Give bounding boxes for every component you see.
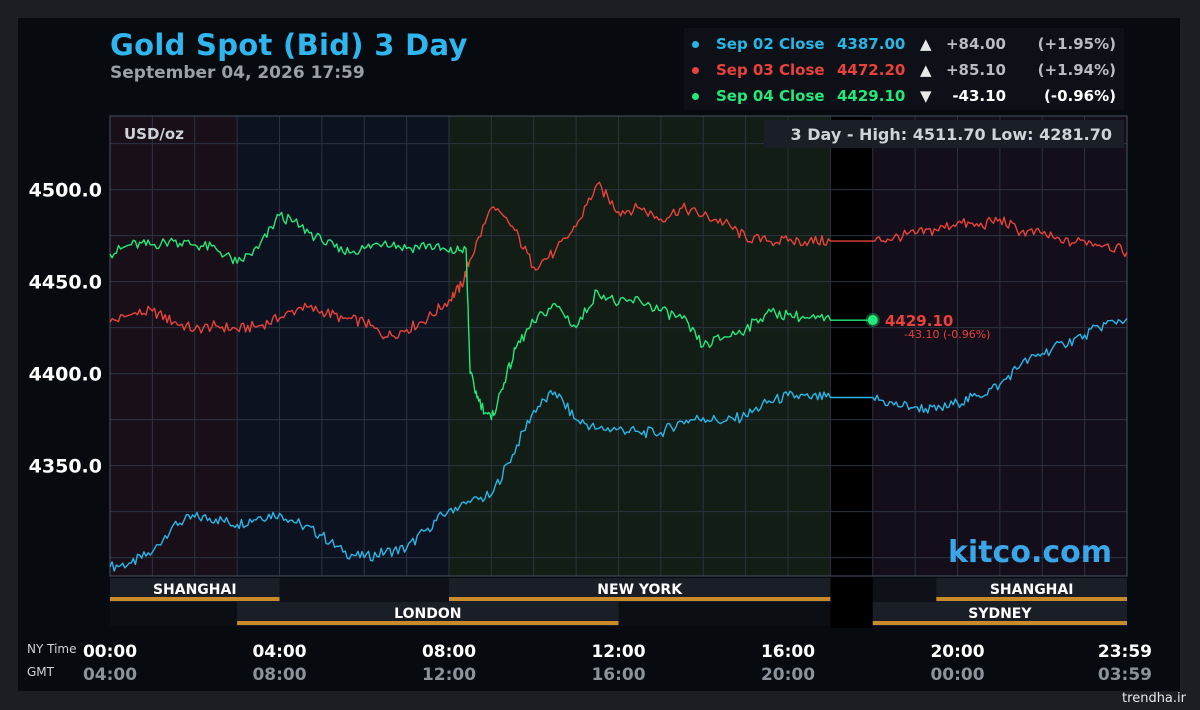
legend-change: -43.10 (952, 87, 1006, 105)
x-tick-ny: 20:00 (930, 642, 984, 662)
x-tick-gmt: 03:59 (1098, 665, 1152, 685)
session-row1-label: NEW YORK (597, 582, 683, 598)
x-tick-gmt: 12:00 (422, 665, 476, 685)
session-row1-label: SHANGHAI (990, 582, 1074, 598)
chart-subtitle: September 04, 2026 17:59 (110, 63, 365, 83)
x-tick-gmt: 16:00 (591, 665, 645, 685)
x-tick-ny: 04:00 (252, 642, 306, 662)
legend-percent: (+1.95%) (1037, 35, 1116, 53)
legend-row: Sep 02 Close 4387.00 ▲ +84.00 (+1.95%) (684, 32, 1124, 56)
legend-row: Sep 04 Close 4429.10 ▼ -43.10 (-0.96%) (684, 84, 1124, 108)
legend-percent: (-0.96%) (1044, 87, 1116, 105)
legend-series-name: Sep 03 Close (716, 61, 825, 79)
marker-value: 4429.10 (885, 312, 953, 330)
legend-close-value: 4387.00 (837, 35, 906, 53)
unit-label: USD/oz (124, 125, 184, 143)
legend-percent: (+1.94%) (1037, 61, 1116, 79)
chart-title: Gold Spot (Bid) 3 Day (110, 28, 468, 62)
x-tick-gmt: 20:00 (761, 665, 815, 685)
series-line-1 (109, 317, 1128, 572)
session-row1-bar (110, 597, 280, 601)
session-row1-label: SHANGHAI (153, 582, 237, 598)
session-row1-bar (449, 597, 831, 601)
y-tick-label: 4350.0 (29, 456, 102, 478)
session-row2-label: LONDON (394, 606, 461, 622)
legend-dot (692, 93, 699, 100)
session-shade-london (237, 116, 449, 576)
legend-dot (692, 41, 699, 48)
plot-border (109, 115, 1128, 577)
legend-change: +84.00 (945, 35, 1006, 53)
session-row2-bar (872, 621, 1127, 625)
session-gap (830, 578, 873, 626)
legend-arrow-icon: ▼ (920, 87, 932, 105)
current-marker (867, 315, 878, 326)
legend-arrow-icon: ▲ (920, 35, 932, 53)
x-tick-ny: 12:00 (591, 642, 645, 662)
brand-logo: kitco.com (948, 535, 1112, 570)
x-tick-ny: 23:59 (1098, 642, 1152, 662)
x-tick-ny: 08:00 (422, 642, 476, 662)
legend-close-value: 4472.20 (837, 61, 906, 79)
x-tick-gmt: 00:00 (930, 665, 984, 685)
legend: Sep 02 Close 4387.00 ▲ +84.00 (+1.95%) Sep 03… (684, 28, 1124, 110)
legend-change: +85.10 (945, 61, 1006, 79)
legend-series-name: Sep 04 Close (716, 87, 825, 105)
legend-close-value: 4429.10 (837, 87, 906, 105)
legend-series-name: Sep 02 Close (716, 35, 825, 53)
range-box (764, 120, 1124, 148)
x-tick-gmt: 04:00 (83, 665, 137, 685)
session-row1-bar (936, 597, 1127, 601)
range-text: 3 Day - High: 4511.70 Low: 4281.70 (791, 125, 1112, 144)
market-gap (830, 116, 873, 628)
legend-row: Sep 03 Close 4472.20 ▲ +85.10 (+1.94%) (684, 58, 1124, 82)
y-tick-label: 4500.0 (29, 180, 102, 202)
session-shade-newyork (449, 116, 831, 576)
y-tick-label: 4400.0 (29, 364, 102, 386)
session-row2-bar (237, 621, 619, 625)
x-tick-gmt: 08:00 (252, 665, 306, 685)
x-tick-ny: 16:00 (761, 642, 815, 662)
marker-change: -43.10 (-0.96%) (904, 328, 990, 341)
series-line-2 (109, 181, 1128, 340)
legend-dot (692, 67, 699, 74)
y-tick-label: 4450.0 (29, 272, 102, 294)
legend-arrow-icon: ▲ (920, 61, 932, 79)
series-line-3 (109, 211, 873, 421)
session-shade-asia (110, 116, 238, 576)
x-axis-ny-label: NY Time (27, 642, 77, 656)
footer-site: trendha.ir (1122, 691, 1186, 706)
x-axis-gmt-label: GMT (27, 665, 55, 679)
x-tick-ny: 00:00 (83, 642, 137, 662)
session-row2-label: SYDNEY (968, 606, 1032, 622)
